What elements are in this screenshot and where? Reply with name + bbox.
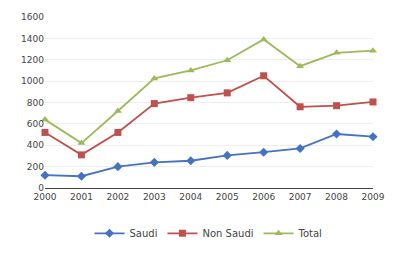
svg-text:2004: 2004	[179, 192, 202, 202]
svg-text:400: 400	[27, 140, 44, 150]
svg-text:600: 600	[27, 119, 44, 129]
svg-text:Saudi: Saudi	[130, 228, 158, 239]
svg-text:1600: 1600	[21, 12, 44, 22]
svg-text:Non Saudi: Non Saudi	[202, 228, 253, 239]
svg-text:0: 0	[38, 183, 44, 193]
svg-text:2005: 2005	[216, 192, 239, 202]
svg-text:200: 200	[27, 162, 44, 172]
svg-text:Total: Total	[298, 228, 322, 239]
svg-text:1400: 1400	[21, 34, 44, 44]
svg-text:2001: 2001	[70, 192, 93, 202]
svg-text:1000: 1000	[21, 76, 44, 86]
svg-text:2002: 2002	[106, 192, 129, 202]
svg-text:2007: 2007	[289, 192, 312, 202]
svg-text:2008: 2008	[325, 192, 348, 202]
svg-text:2006: 2006	[252, 192, 275, 202]
svg-text:800: 800	[27, 98, 44, 108]
svg-text:2009: 2009	[362, 192, 385, 202]
svg-text:2000: 2000	[34, 192, 57, 202]
svg-text:2003: 2003	[143, 192, 166, 202]
svg-text:1200: 1200	[21, 55, 44, 65]
